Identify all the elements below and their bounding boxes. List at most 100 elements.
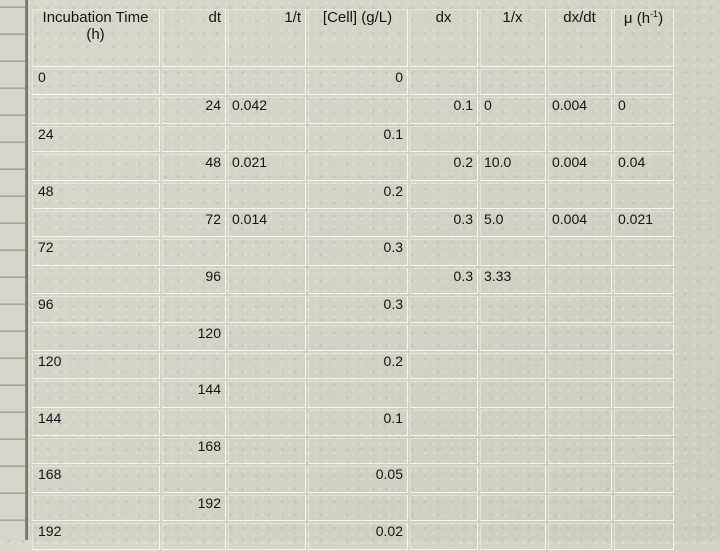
cell-mu bbox=[614, 381, 674, 408]
cell-inv-t bbox=[228, 296, 306, 323]
cell-dxdt bbox=[548, 523, 612, 550]
cell-inv-x: 5.0 bbox=[480, 210, 546, 238]
table-row: 48 0.021 0.2 10.0 0.004 0.04 bbox=[32, 154, 674, 181]
cell-dt bbox=[162, 352, 226, 380]
header-row: Incubation Time (h) dt 1/t [Cell] (g/L) … bbox=[32, 9, 674, 67]
cell-mu bbox=[614, 352, 674, 380]
cell-dt bbox=[162, 69, 226, 96]
cell-dx bbox=[410, 494, 478, 522]
cell-concentration: 0.05 bbox=[308, 466, 408, 493]
cell-dx bbox=[410, 69, 478, 96]
cell-incubation-time bbox=[32, 381, 160, 408]
table-row: 72 0.3 bbox=[32, 239, 674, 266]
table-row: 48 0.2 bbox=[32, 182, 674, 209]
cell-inv-t bbox=[228, 324, 306, 351]
cell-mu bbox=[614, 125, 674, 153]
cell-inv-x bbox=[480, 69, 546, 96]
cell-inv-t: 0.042 bbox=[228, 97, 306, 124]
cell-dt: 72 bbox=[162, 210, 226, 238]
cell-dt bbox=[162, 239, 226, 266]
cell-inv-t bbox=[228, 409, 306, 437]
header-inv-t: 1/t bbox=[228, 9, 306, 67]
cell-dt: 144 bbox=[162, 381, 226, 408]
cell-dt bbox=[162, 296, 226, 323]
cell-dt: 48 bbox=[162, 154, 226, 181]
cell-inv-x bbox=[480, 239, 546, 266]
cell-concentration bbox=[308, 210, 408, 238]
header-mu: μ (h-1) bbox=[614, 9, 674, 67]
header-incubation-time: Incubation Time (h) bbox=[32, 9, 160, 67]
cell-dx bbox=[410, 239, 478, 266]
cell-dxdt bbox=[548, 352, 612, 380]
cell-mu bbox=[614, 267, 674, 295]
cell-incubation-time: 96 bbox=[32, 296, 160, 323]
cell-concentration bbox=[308, 438, 408, 465]
cell-dx: 0.3 bbox=[410, 210, 478, 238]
cell-mu bbox=[614, 438, 674, 465]
cell-dxdt bbox=[548, 296, 612, 323]
cell-concentration: 0.2 bbox=[308, 352, 408, 380]
cell-incubation-time bbox=[32, 154, 160, 181]
cell-concentration bbox=[308, 154, 408, 181]
cell-inv-x bbox=[480, 182, 546, 209]
table-row: 96 0.3 bbox=[32, 296, 674, 323]
cell-dx bbox=[410, 523, 478, 550]
cell-dt bbox=[162, 466, 226, 493]
cell-incubation-time bbox=[32, 97, 160, 124]
cell-dx: 0.2 bbox=[410, 154, 478, 181]
header-mu-sup: -1 bbox=[650, 9, 659, 19]
table-row: 120 0.2 bbox=[32, 352, 674, 380]
cell-concentration bbox=[308, 494, 408, 522]
cell-dx bbox=[410, 182, 478, 209]
cell-inv-t bbox=[228, 267, 306, 295]
cell-inv-t bbox=[228, 523, 306, 550]
cell-concentration: 0.3 bbox=[308, 296, 408, 323]
cell-concentration: 0.2 bbox=[308, 182, 408, 209]
cell-inv-t bbox=[228, 494, 306, 522]
cell-dt bbox=[162, 409, 226, 437]
cell-mu bbox=[614, 69, 674, 96]
cell-inv-x bbox=[480, 125, 546, 153]
cell-dt: 192 bbox=[162, 494, 226, 522]
cell-inv-t: 0.021 bbox=[228, 154, 306, 181]
cell-mu bbox=[614, 494, 674, 522]
cell-dx bbox=[410, 466, 478, 493]
cell-inv-t bbox=[228, 466, 306, 493]
cell-dxdt bbox=[548, 438, 612, 465]
cell-dt bbox=[162, 182, 226, 209]
cell-dx: 0.3 bbox=[410, 267, 478, 295]
cell-inv-t bbox=[228, 381, 306, 408]
table-row: 192 bbox=[32, 494, 674, 522]
cell-inv-x bbox=[480, 438, 546, 465]
cell-mu: 0 bbox=[614, 97, 674, 124]
cell-incubation-time: 72 bbox=[32, 239, 160, 266]
cell-inv-x: 0 bbox=[480, 97, 546, 124]
cell-dt: 96 bbox=[162, 267, 226, 295]
cell-inv-t bbox=[228, 438, 306, 465]
cell-dxdt: 0.004 bbox=[548, 154, 612, 181]
cell-dxdt: 0.004 bbox=[548, 97, 612, 124]
cell-inv-x bbox=[480, 381, 546, 408]
cell-incubation-time: 0 bbox=[32, 69, 160, 96]
cell-dt bbox=[162, 523, 226, 550]
cell-concentration bbox=[308, 324, 408, 351]
cell-dxdt bbox=[548, 125, 612, 153]
cell-incubation-time bbox=[32, 324, 160, 351]
cell-concentration bbox=[308, 97, 408, 124]
header-dx: dx bbox=[410, 9, 478, 67]
cell-inv-t bbox=[228, 352, 306, 380]
cell-inv-t bbox=[228, 239, 306, 266]
cell-incubation-time: 168 bbox=[32, 466, 160, 493]
table-row: 192 0.02 bbox=[32, 523, 674, 550]
cell-dxdt bbox=[548, 69, 612, 96]
cell-inv-x bbox=[480, 494, 546, 522]
cell-mu bbox=[614, 239, 674, 266]
cell-dxdt bbox=[548, 182, 612, 209]
cell-incubation-time: 120 bbox=[32, 352, 160, 380]
table-row: 168 0.05 bbox=[32, 466, 674, 493]
cell-concentration bbox=[308, 381, 408, 408]
header-dxdt: dx/dt bbox=[548, 9, 612, 67]
header-mu-text: μ (h bbox=[623, 10, 651, 27]
cell-dx bbox=[410, 409, 478, 437]
cell-dt: 24 bbox=[162, 97, 226, 124]
